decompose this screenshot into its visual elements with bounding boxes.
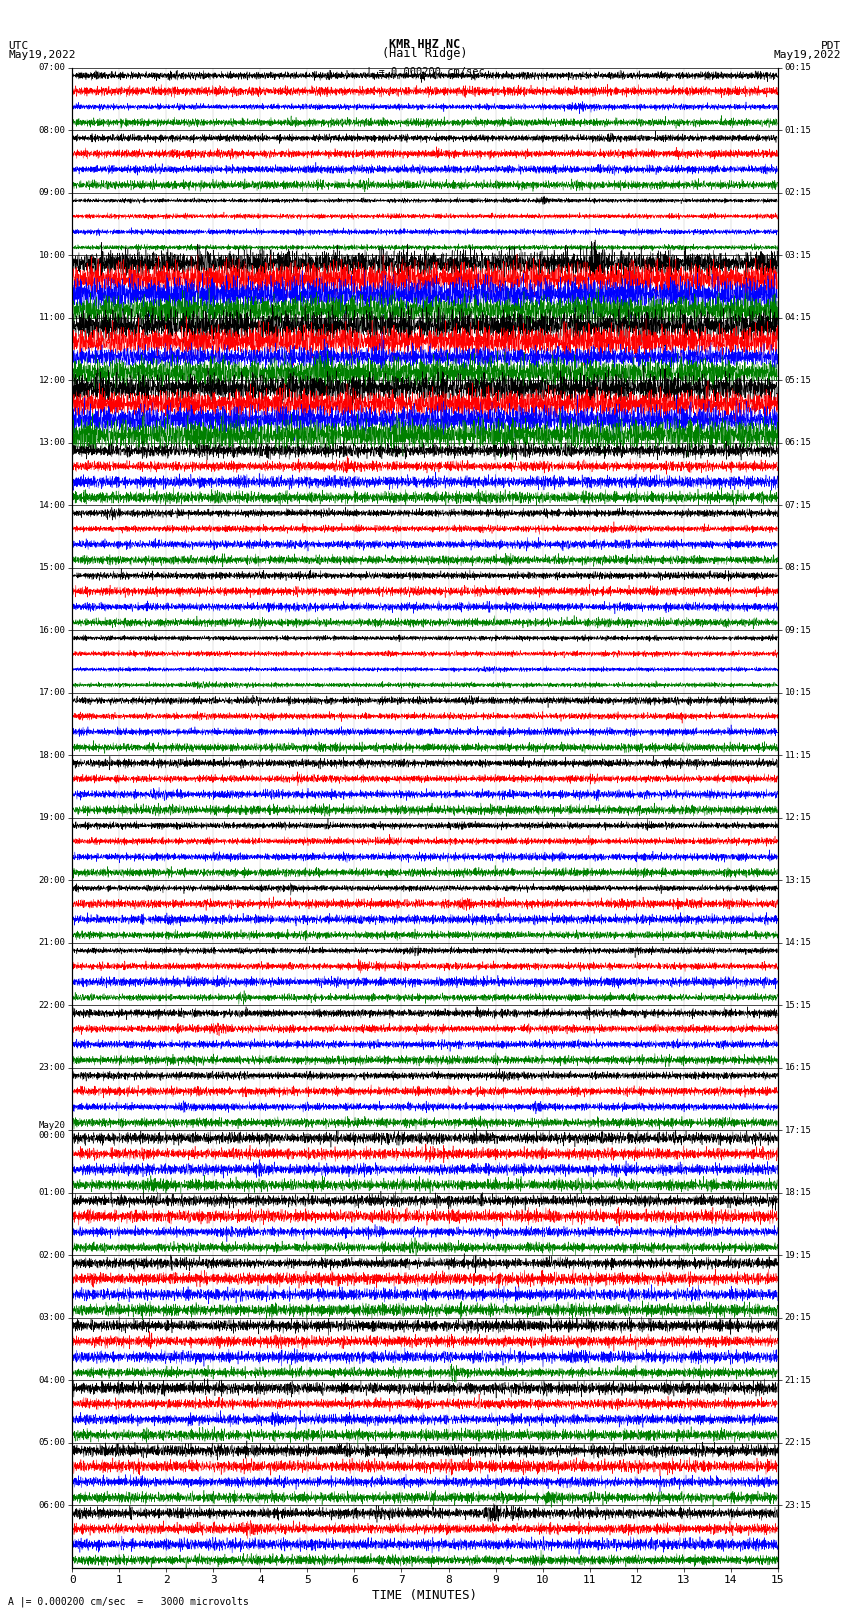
Text: | = 0.000200 cm/sec: | = 0.000200 cm/sec — [366, 66, 484, 77]
Text: May19,2022: May19,2022 — [8, 50, 76, 60]
Text: UTC: UTC — [8, 40, 29, 50]
Text: May19,2022: May19,2022 — [774, 50, 842, 60]
Text: KMR HHZ NC: KMR HHZ NC — [389, 37, 461, 50]
Text: A |= 0.000200 cm/sec  =   3000 microvolts: A |= 0.000200 cm/sec = 3000 microvolts — [8, 1595, 249, 1607]
Text: (Hail Ridge): (Hail Ridge) — [382, 47, 468, 60]
Text: PDT: PDT — [821, 40, 842, 50]
X-axis label: TIME (MINUTES): TIME (MINUTES) — [372, 1589, 478, 1602]
